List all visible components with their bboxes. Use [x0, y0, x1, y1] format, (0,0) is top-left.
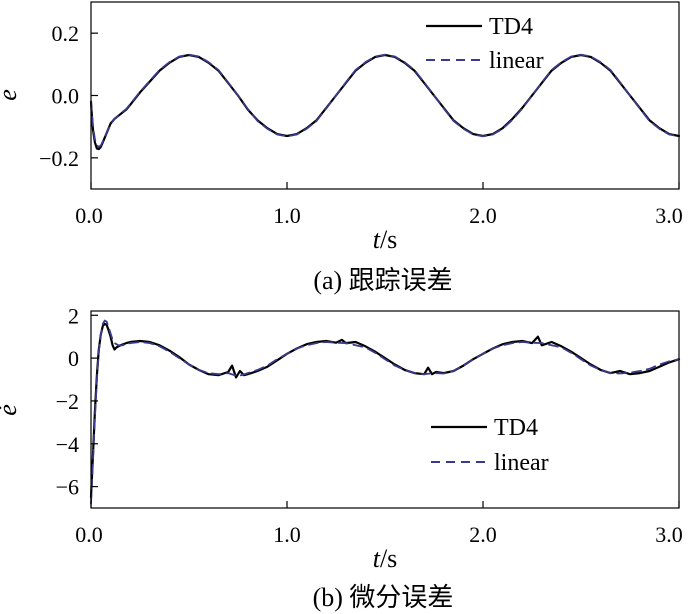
panel-b-y-tick-label: −2	[56, 389, 79, 414]
panel-a-y-axis-label: e	[0, 89, 22, 101]
panel-b-y-tick-label: −6	[56, 475, 79, 500]
panel-a-y-tick-labels: 0.2 0.0 −0.2	[39, 21, 79, 171]
panel-a-y-tick-label: 0.2	[52, 21, 80, 46]
panel-a-ticks	[90, 32, 680, 189]
panel-a-legend-td4-label: TD4	[489, 14, 533, 40]
panel-b-legend-linear-label: linear	[494, 450, 549, 476]
panel-b-derivative-error: 0.0 1.0 2.0 3.0 2 0 −2 −4 −6 ė t/s (b) 微分误差 TD4…	[0, 303, 683, 612]
panel-b-x-axis-label: t/s	[373, 544, 398, 573]
panel-b-legend-td4-label: TD4	[494, 415, 538, 441]
panel-a-x-tick-label: 0.0	[75, 203, 103, 228]
panel-a-x-tick-labels: 0.0 1.0 2.0 3.0	[75, 203, 683, 228]
panel-b-caption: (b) 微分误差	[313, 583, 454, 612]
panel-b-x-tick-labels: 0.0 1.0 2.0 3.0	[75, 522, 683, 547]
panel-b-y-tick-label: 2	[68, 303, 79, 328]
panel-b-x-tick-label: 3.0	[655, 522, 683, 547]
panel-a-x-tick-label: 2.0	[469, 203, 497, 228]
panel-b-x-tick-label: 2.0	[469, 522, 497, 547]
panel-b-series-linear-line	[90, 319, 680, 505]
panel-a-tracking-error: 0.0 1.0 2.0 3.0 0.2 0.0 −0.2 e t/s (a) 跟踪误差 T…	[0, 1, 683, 295]
panel-b-ticks	[90, 314, 680, 508]
panel-b-y-tick-labels: 2 0 −2 −4 −6	[56, 303, 79, 499]
panel-a-curves	[89, 53, 681, 151]
panel-a-legend: TD4 linear	[426, 14, 544, 74]
panel-b-x-tick-label: 1.0	[273, 522, 301, 547]
panel-a-series-linear-line	[90, 53, 680, 148]
panel-b-y-tick-label: 0	[68, 346, 79, 371]
panel-a-y-tick-label: −0.2	[39, 146, 79, 171]
panel-b-y-tick-label: −4	[56, 432, 79, 457]
panel-a-series-td4-line	[89, 53, 681, 151]
panel-a-legend-linear-label: linear	[489, 48, 544, 74]
panel-b-series-td4-line	[89, 322, 681, 499]
panel-a-y-tick-label: 0.0	[52, 84, 80, 109]
panel-b-x-tick-label: 0.0	[75, 522, 103, 547]
panel-a-x-tick-label: 1.0	[273, 203, 301, 228]
panel-a-caption: (a) 跟踪误差	[313, 266, 452, 295]
panel-a-x-axis-label: t/s	[373, 225, 398, 254]
panel-b-curves	[89, 319, 681, 505]
panel-b-legend: TD4 linear	[431, 415, 549, 476]
panel-a-x-tick-label: 3.0	[655, 203, 683, 228]
panel-b-plot-frame	[90, 310, 680, 509]
panel-b-y-axis-label: ė	[0, 404, 22, 416]
panel-a-plot-frame	[90, 1, 680, 190]
